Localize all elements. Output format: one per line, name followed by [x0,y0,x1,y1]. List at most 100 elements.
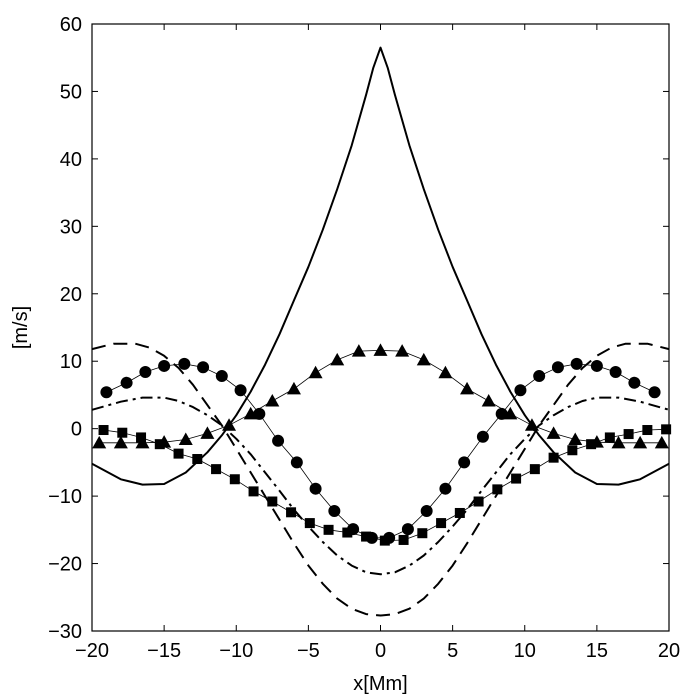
x-tick-label: −10 [219,640,253,662]
x-tick-label: 0 [375,640,386,662]
square-marker [529,464,540,475]
circle-marker [439,482,452,495]
circle-marker [215,370,228,383]
square-marker [548,452,559,463]
x-tick-label: −20 [75,640,109,662]
circle-marker [158,359,171,372]
square-marker [511,473,522,484]
triangle-marker [633,435,648,449]
circle-marker [628,376,641,389]
square-marker [454,507,465,518]
square-marker [342,527,353,538]
circle-marker [139,366,152,379]
triangle-marker [524,418,539,431]
triangle-marker [416,352,431,366]
triangle-marker [546,426,561,439]
square-marker [304,518,315,529]
square-marker [642,425,653,436]
triangle-marker [286,381,301,395]
triangle-marker [113,435,128,449]
square-marker [379,535,390,546]
square-marker [661,424,672,435]
y-tick-label: 0 [71,419,82,441]
x-tick-label: 15 [586,640,608,662]
circle-marker [533,370,546,383]
triangle-marker [222,418,237,431]
circle-marker [420,504,433,517]
x-tick-label: 5 [447,640,458,662]
triangle-marker [243,406,258,420]
triangle-marker [654,435,669,449]
circle-marker [197,361,210,374]
y-tick-label: −30 [48,621,82,643]
y-tick-label: 60 [60,14,82,36]
triangle-marker [92,435,107,449]
triangle-marker [351,344,366,357]
triangle-marker [611,435,626,449]
square-marker [492,484,503,495]
triangle-marker [330,352,345,366]
circle-marker [495,407,508,420]
square-marker [398,534,409,545]
circle-marker [253,407,266,420]
series-0-line [91,46,670,486]
square-marker [229,474,240,485]
circle-marker [234,384,247,397]
x-axis-label: x[Mm] [353,673,407,695]
series-1-line [91,342,670,617]
circle-marker [570,357,583,370]
circle-marker [551,361,564,374]
square-marker [211,464,222,475]
series-2-line [91,396,670,576]
circle-marker [609,366,622,379]
triangle-marker [395,344,410,357]
axes-layer: −20 −15 −10 −5 0 5 10 15 20−30−20−10010203040506… [48,14,680,662]
triangle-marker [265,394,280,407]
y-axis-label: [m/s] [10,306,32,349]
circle-marker [120,376,133,389]
y-tick-label: 30 [60,216,82,238]
square-marker [267,496,278,507]
circle-marker [648,386,661,399]
square-marker [173,448,184,459]
circle-marker [328,504,341,517]
y-tick-label: 40 [60,149,82,171]
x-tick-label: −5 [297,640,320,662]
triangle-marker [178,432,193,445]
square-marker [286,507,297,518]
triangle-marker [308,365,323,379]
circle-marker [458,456,471,469]
square-marker [154,439,165,450]
y-tick-label: 20 [60,284,82,306]
triangle-marker [438,365,453,379]
square-marker [136,432,147,443]
y-tick-label: −10 [48,486,82,508]
square-marker [361,531,372,542]
square-marker [567,445,578,456]
circle-marker [178,357,191,370]
square-marker [604,432,615,443]
y-tick-label: 50 [60,81,82,103]
circle-marker [514,384,527,397]
square-marker [192,454,203,465]
square-marker [248,486,259,497]
circle-marker [100,386,113,399]
circle-marker [476,430,489,443]
square-marker [417,528,428,539]
triangle-marker [200,426,215,439]
x-tick-label: 10 [514,640,536,662]
series-5-line [103,428,667,541]
triangle-marker [481,394,496,407]
square-marker [323,524,334,535]
curves-layer [91,46,670,617]
markers-layer [92,343,672,546]
x-tick-label: −15 [147,640,181,662]
circle-marker [590,359,603,372]
square-marker [586,439,597,450]
triangle-marker [460,381,475,395]
circle-marker [290,456,303,469]
square-marker [623,429,634,440]
triangle-marker [568,432,583,445]
y-tick-label: −20 [48,554,82,576]
